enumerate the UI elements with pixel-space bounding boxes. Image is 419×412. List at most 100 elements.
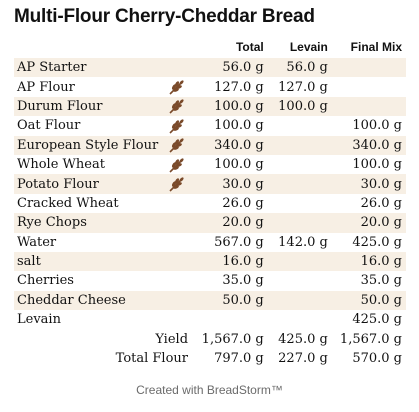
ingredient-row: Oat Flour 100.0 g 100.0 g <box>14 116 406 135</box>
header-name <box>14 40 162 58</box>
levain-amount <box>267 174 332 194</box>
ingredient-row: European Style Flour 340.0 g 340.0 g <box>14 135 406 155</box>
total-amount: 50.0 g <box>192 290 268 311</box>
total-amount: 100.0 g <box>214 118 264 134</box>
total-amount: 567.0 g <box>214 234 264 250</box>
wheat-icon <box>162 135 193 155</box>
total-amount: 56.0 g <box>192 58 268 78</box>
icon-cell <box>162 271 192 290</box>
total-amount: 16.0 g <box>192 251 268 272</box>
ingredient-name: salt <box>14 251 163 272</box>
levain-amount <box>267 213 332 233</box>
summary-total: 797.0 g <box>192 348 268 369</box>
total-amount: 30.0 g <box>192 174 268 194</box>
recipe-title: Multi-Flour Cherry-Cheddar Bread <box>14 6 315 27</box>
ingredient-name: AP Starter <box>14 58 163 78</box>
header-total: Total <box>235 40 264 54</box>
ingredient-row: Potato Flour 30.0 g 30.0 g <box>14 174 406 194</box>
final-mix-amount: 425.0 g <box>352 234 402 250</box>
summary-label: Total Flour <box>14 348 193 369</box>
ingredient-name: Whole Wheat <box>17 157 105 173</box>
total-amount: 100.0 g <box>214 157 264 173</box>
summary-row: Yield 1,567.0 g 425.0 g 1,567.0 g <box>14 329 406 349</box>
icon-cell <box>162 251 193 272</box>
summary-levain: 227.0 g <box>267 348 332 369</box>
summary-final-mix: 570.0 g <box>331 348 406 369</box>
wheat-icon <box>162 96 193 117</box>
ingredient-row: Water 567.0 g 142.0 g 425.0 g <box>14 233 406 252</box>
header-levain: Levain <box>289 40 328 54</box>
total-amount: 127.0 g <box>214 79 264 95</box>
ingredient-name: European Style Flour <box>14 135 163 155</box>
summary-label: Yield <box>14 329 193 349</box>
ingredient-name: Potato Flour <box>14 174 163 194</box>
icon-cell <box>162 290 193 311</box>
summary-total: 1,567.0 g <box>192 329 268 349</box>
levain-amount <box>267 251 332 272</box>
levain-amount: 56.0 g <box>267 58 332 78</box>
wheat-icon <box>162 116 192 135</box>
ingredient-name: Oat Flour <box>17 118 81 134</box>
total-amount: 35.0 g <box>222 273 264 289</box>
wheat-icon <box>162 174 193 194</box>
ingredient-name: Rye Chops <box>14 213 163 233</box>
final-mix-amount: 50.0 g <box>331 290 406 311</box>
ingredient-row: Whole Wheat 100.0 g 100.0 g <box>14 155 406 174</box>
wheat-icon <box>162 155 192 174</box>
ingredient-row: Levain 425.0 g <box>14 310 406 329</box>
ingredient-name: Water <box>17 234 57 250</box>
levain-amount <box>267 290 332 311</box>
final-mix-amount: 35.0 g <box>360 273 402 289</box>
summary-row: Total Flour 797.0 g 227.0 g 570.0 g <box>14 348 406 369</box>
ingredient-row: AP Flour 127.0 g 127.0 g <box>14 77 406 96</box>
levain-amount: 127.0 g <box>278 79 328 95</box>
table-header-row: Total Levain Final Mix <box>14 40 406 58</box>
ingredient-name: Cheddar Cheese <box>14 290 163 311</box>
ingredient-name: Cherries <box>17 273 74 289</box>
ingredient-name: AP Flour <box>17 79 75 95</box>
icon-cell <box>162 310 192 329</box>
icon-cell <box>162 58 193 78</box>
summary-levain: 425.0 g <box>267 329 332 349</box>
final-mix-amount <box>332 77 406 96</box>
ingredient-row: Cracked Wheat 26.0 g 26.0 g <box>14 194 406 213</box>
icon-cell <box>162 194 192 213</box>
total-amount: 340.0 g <box>192 135 268 155</box>
final-mix-amount: 425.0 g <box>352 312 402 328</box>
header-final-mix: Final Mix <box>350 40 402 54</box>
final-mix-amount: 30.0 g <box>331 174 406 194</box>
ingredient-row: Durum Flour 100.0 g 100.0 g <box>14 96 406 117</box>
footer-credit: Created with BreadStorm™ <box>136 383 283 397</box>
levain-amount <box>267 135 332 155</box>
ingredient-row: salt 16.0 g 16.0 g <box>14 251 406 272</box>
header-icon <box>162 40 192 58</box>
final-mix-amount: 100.0 g <box>352 157 402 173</box>
ingredient-name: Levain <box>17 312 61 328</box>
final-mix-amount: 16.0 g <box>331 251 406 272</box>
wheat-icon <box>162 77 192 96</box>
levain-amount <box>268 194 332 213</box>
ingredient-name: Durum Flour <box>14 96 163 117</box>
total-amount: 26.0 g <box>222 195 264 211</box>
ingredient-row: Cherries 35.0 g 35.0 g <box>14 271 406 290</box>
final-mix-amount: 100.0 g <box>352 118 402 134</box>
summary-final-mix: 1,567.0 g <box>331 329 406 349</box>
final-mix-amount: 20.0 g <box>331 213 406 233</box>
ingredient-row: Cheddar Cheese 50.0 g 50.0 g <box>14 290 406 311</box>
final-mix-amount: 340.0 g <box>331 135 406 155</box>
ingredient-row: AP Starter 56.0 g 56.0 g <box>14 58 406 78</box>
total-amount <box>192 310 268 329</box>
icon-cell <box>162 213 193 233</box>
levain-amount <box>268 116 332 135</box>
levain-amount <box>268 310 332 329</box>
ingredient-name: Cracked Wheat <box>17 195 119 211</box>
icon-cell <box>162 233 192 252</box>
levain-amount <box>268 271 332 290</box>
ingredient-row: Rye Chops 20.0 g 20.0 g <box>14 213 406 233</box>
final-mix-amount: 26.0 g <box>360 195 402 211</box>
levain-amount: 142.0 g <box>278 234 328 250</box>
total-amount: 100.0 g <box>192 96 268 117</box>
final-mix-amount <box>331 58 406 78</box>
total-amount: 20.0 g <box>192 213 268 233</box>
